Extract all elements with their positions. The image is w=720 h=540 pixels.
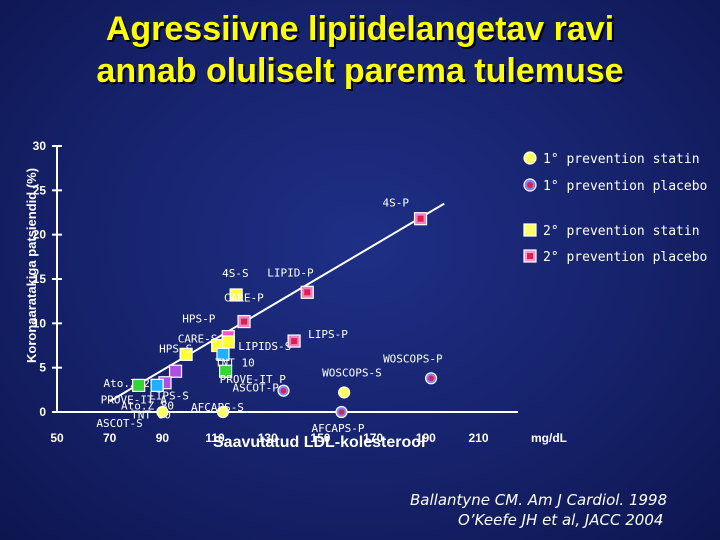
x-axis-label: Saavutatud LDL-kolesterool	[213, 434, 425, 451]
page-title: Agressiivne lipiidelangetav ravi annab o…	[0, 8, 720, 92]
x-tick-label: 170	[363, 431, 383, 445]
marker-shape	[216, 405, 230, 419]
title-line-1: Agressiivne lipiidelangetav ravi	[105, 10, 615, 48]
marker-center	[417, 215, 424, 222]
y-tick-label: 10	[33, 316, 47, 330]
data-point-ascot-s	[156, 405, 169, 419]
marker-center	[527, 182, 533, 188]
data-point-prove-it-p	[218, 364, 233, 378]
point-label: 4S-S	[222, 267, 249, 280]
marker-shape	[179, 347, 193, 361]
point-label: LIPID-P	[267, 266, 314, 279]
x-tick-label: 150	[310, 431, 330, 445]
marker-shape	[523, 223, 537, 237]
data-point-tnt-10	[216, 347, 230, 361]
x-tick-label: 50	[50, 431, 64, 445]
point-label: AFCAPS-S	[191, 401, 244, 414]
data-point-prove-it-a	[132, 378, 146, 392]
data-point-ato-z-20	[168, 364, 183, 378]
y-tick-label: 5	[39, 361, 46, 375]
x-tick-label: 70	[103, 431, 117, 445]
x-tick-label: 90	[156, 431, 170, 445]
citation-line-1: Ballantyne CM. Am J Cardiol. 1998	[410, 491, 668, 509]
data-point-hps-s	[179, 347, 193, 361]
point-label: ASCOT-S	[96, 417, 142, 430]
marker-center	[428, 375, 434, 382]
point-label: CARE-P	[224, 292, 264, 305]
marker-center	[241, 318, 248, 325]
legend-item-pri_placebo: 1° prevention placebo	[523, 178, 707, 194]
data-point-lips-p	[287, 334, 301, 348]
legend-item-sec_statin: 2° prevention statin	[523, 223, 700, 239]
point-label: 4S-P	[383, 197, 410, 210]
point-label: WOSCOPS-S	[322, 366, 382, 379]
x-tick-label: 190	[416, 431, 436, 445]
point-label: Ato.Z 20	[104, 377, 157, 390]
marker-center	[338, 409, 345, 415]
marker-shape	[229, 288, 243, 302]
data-point-lipid-p	[300, 285, 314, 299]
data-point-woscops-s	[338, 386, 351, 399]
x-axis-unit: mg/dL	[531, 431, 567, 445]
legend-label: 1° prevention placebo	[543, 179, 707, 194]
citation-line-2: O’Keefe JH et al, JACC 2004	[458, 511, 664, 529]
marker-center	[291, 338, 298, 345]
data-point-afcaps-p	[335, 405, 348, 419]
x-tick-label: 130	[258, 431, 278, 445]
legend-item-sec_placebo: 2° prevention placebo	[523, 249, 707, 265]
marker-center	[527, 253, 533, 259]
y-tick-label: 20	[33, 228, 47, 242]
point-label: AFCAPS-P	[312, 422, 365, 435]
marker-shape	[221, 335, 235, 349]
data-point-4s-p	[413, 212, 428, 226]
data-point-woscops-p	[424, 372, 438, 385]
data-point-afcaps-s	[216, 405, 230, 419]
y-axis-label: Koronaaratakiga patsiendid (%)	[24, 168, 39, 363]
point-label: PROVE-IT P	[220, 373, 287, 386]
point-label: LIPS-P	[308, 328, 348, 341]
data-point-tnt-80	[150, 378, 164, 392]
point-label: LIPIDS-S	[238, 340, 291, 353]
data-point-care-p	[237, 314, 251, 329]
marker-center	[280, 387, 287, 394]
legend-label: 1° prevention statin	[543, 152, 700, 167]
point-label: HPS-S	[159, 342, 192, 355]
marker-shape	[216, 347, 230, 361]
marker-shape	[168, 364, 183, 378]
trend-line	[109, 202, 445, 403]
citation: Ballantyne CM. Am J Cardiol. 1998 O’Keef…	[410, 490, 710, 530]
y-tick-label: 15	[33, 272, 47, 286]
marker-shape	[218, 364, 233, 378]
point-label: LIPS-S	[149, 389, 189, 402]
data-point-ascot-p	[277, 384, 290, 397]
y-tick-label: 30	[33, 139, 47, 153]
y-tick-label: 0	[39, 405, 46, 419]
title-line-2: annab oluliselt parema tulemuse	[96, 52, 624, 90]
marker-shape	[523, 151, 537, 165]
point-label: HPS-P	[182, 313, 215, 326]
x-tick-label: 210	[468, 431, 488, 445]
marker-shape	[156, 405, 169, 419]
point-label: PROVE-IT A	[101, 393, 168, 406]
point-label: ASCOT-P	[233, 382, 280, 395]
data-point-lipids-s	[221, 335, 235, 349]
legend-item-pri_statin: 1° prevention statin	[523, 151, 700, 167]
point-label: WOSCOPS-P	[383, 352, 443, 365]
x-tick-label: 110	[205, 431, 225, 445]
marker-center	[304, 289, 311, 296]
data-point-4s-s	[229, 288, 243, 302]
point-label: CARE-S	[178, 333, 218, 346]
legend-label: 2° prevention placebo	[543, 250, 707, 265]
y-tick-label: 25	[33, 183, 47, 197]
marker-shape	[338, 386, 351, 399]
marker-shape	[132, 378, 146, 392]
marker-shape	[150, 378, 164, 392]
legend-label: 2° prevention statin	[543, 224, 700, 239]
